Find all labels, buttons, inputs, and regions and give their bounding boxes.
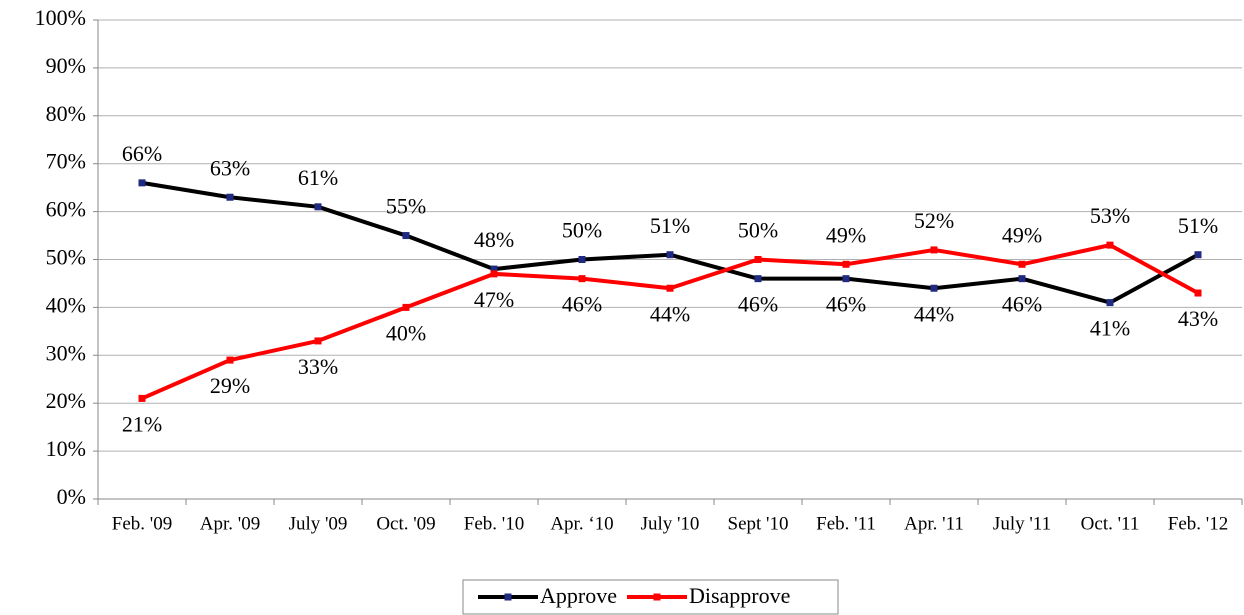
x-tick-label: Apr. '11 (904, 513, 964, 534)
marker (490, 265, 498, 273)
marker (314, 337, 322, 345)
x-tick-label: Feb. '09 (112, 513, 172, 534)
y-tick-label: 60% (46, 197, 86, 222)
data-label: 46% (562, 292, 602, 317)
legend-label: Approve (540, 583, 617, 608)
data-label: 29% (210, 373, 250, 398)
data-label: 49% (826, 222, 866, 247)
marker (1194, 289, 1202, 297)
marker (490, 270, 498, 278)
y-tick-label: 50% (46, 245, 86, 270)
marker (578, 275, 586, 283)
marker (578, 256, 586, 263)
marker (842, 260, 850, 268)
marker (1194, 251, 1202, 259)
marker (842, 275, 850, 283)
y-tick-label: 30% (46, 340, 86, 365)
marker (138, 394, 146, 402)
marker (1106, 241, 1114, 249)
marker (666, 251, 674, 259)
data-label: 43% (1178, 306, 1218, 331)
marker (314, 203, 322, 211)
data-label: 41% (1090, 316, 1130, 341)
data-label: 40% (386, 320, 426, 345)
data-label: 44% (914, 301, 954, 326)
data-label: 66% (122, 141, 162, 166)
data-label: 50% (562, 218, 602, 243)
y-tick-label: 80% (46, 101, 86, 126)
data-label: 53% (1090, 203, 1130, 228)
data-label: 46% (1002, 292, 1042, 317)
data-label: 44% (650, 301, 690, 326)
x-tick-label: July '10 (641, 513, 700, 534)
marker (226, 193, 234, 201)
data-label: 33% (298, 354, 338, 379)
x-tick-label: July '09 (289, 513, 348, 534)
data-label: 63% (210, 155, 250, 180)
marker (930, 246, 938, 254)
y-tick-label: 40% (46, 292, 86, 317)
data-label: 47% (474, 287, 514, 312)
marker (226, 356, 234, 364)
data-label: 51% (650, 213, 690, 238)
y-tick-label: 0% (57, 484, 86, 509)
x-tick-label: Apr. ‘10 (550, 513, 613, 534)
marker (930, 284, 938, 292)
marker (402, 232, 410, 240)
data-label: 50% (738, 218, 778, 243)
marker (666, 284, 674, 292)
data-label: 49% (1002, 222, 1042, 247)
data-label: 55% (386, 194, 426, 219)
data-label: 51% (1178, 213, 1218, 238)
legend-label: Disapprove (689, 583, 790, 608)
y-tick-label: 20% (46, 388, 86, 413)
x-tick-label: Oct. '09 (376, 513, 435, 534)
legend-marker (653, 593, 661, 601)
x-tick-label: Sept '10 (728, 513, 789, 534)
x-tick-label: July '11 (993, 513, 1051, 534)
y-tick-label: 100% (35, 5, 86, 30)
y-tick-label: 70% (46, 149, 86, 174)
data-label: 61% (298, 165, 338, 190)
x-tick-label: Feb. '12 (1168, 513, 1228, 534)
x-tick-label: Feb. '11 (816, 513, 876, 534)
data-label: 52% (914, 208, 954, 233)
x-tick-label: Apr. '09 (200, 513, 260, 534)
marker (1018, 275, 1026, 283)
marker (754, 275, 762, 283)
x-tick-label: Feb. '10 (464, 513, 524, 534)
marker (1106, 299, 1114, 307)
x-tick-label: Oct. '11 (1081, 513, 1140, 534)
marker (1018, 260, 1026, 268)
y-tick-label: 10% (46, 436, 86, 461)
data-label: 48% (474, 227, 514, 252)
data-label: 46% (738, 292, 778, 317)
marker (754, 256, 762, 263)
marker (138, 179, 146, 187)
y-tick-label: 90% (46, 53, 86, 78)
data-label: 21% (122, 411, 162, 436)
marker (402, 303, 410, 311)
legend-marker (504, 593, 512, 601)
data-label: 46% (826, 292, 866, 317)
